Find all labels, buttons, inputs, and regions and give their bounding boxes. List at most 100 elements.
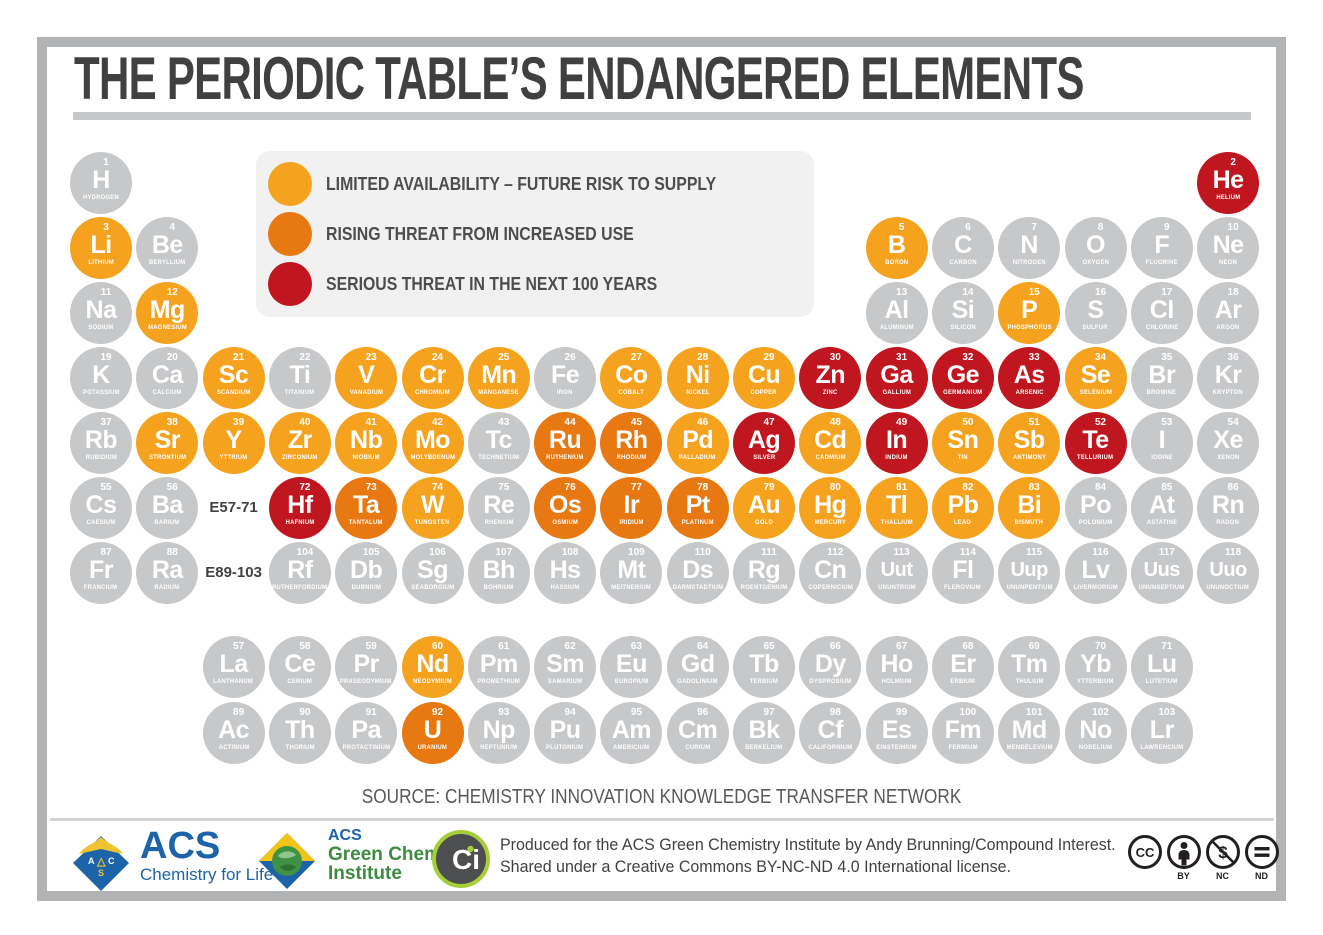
- element-No: 102 No NOBELIUM: [1064, 702, 1127, 764]
- element-number: 41: [365, 417, 377, 428]
- element-Fm: 100 Fm FERMIUM: [931, 702, 994, 764]
- element-Ni: 28 Ni NICKEL: [666, 347, 729, 409]
- element-number: 80: [829, 482, 841, 493]
- element-name: PRASEODYMIUM: [340, 678, 393, 685]
- element-name: SODIUM: [88, 324, 114, 331]
- element-symbol: Lr: [1149, 716, 1175, 744]
- element-number: 105: [362, 547, 380, 558]
- element-name: AMERICIUM: [613, 744, 650, 751]
- element-symbol: Pb: [947, 491, 979, 519]
- element-B: 5 B BORON: [865, 217, 928, 279]
- element-name: BISMUTH: [1014, 519, 1044, 526]
- element-symbol: Nb: [350, 426, 383, 454]
- element-symbol: Pd: [682, 426, 714, 454]
- element-Uut: 113 Uut UNUNTRIUM: [865, 542, 928, 604]
- element-number: 51: [1028, 417, 1040, 428]
- element-number: 7: [1031, 222, 1037, 233]
- element-symbol: Tb: [749, 650, 779, 678]
- element-number: 98: [829, 707, 841, 718]
- element-name: PROMETHIUM: [477, 678, 521, 685]
- element-name: COPPER: [750, 389, 778, 396]
- element-symbol: Rf: [287, 556, 313, 584]
- ci-text: Ci: [452, 844, 480, 875]
- element-number: 73: [365, 482, 377, 493]
- svg-text:C: C: [108, 856, 115, 866]
- element-Bh: 107 Bh BOHRIUM: [467, 542, 530, 604]
- element-number: 39: [233, 417, 245, 428]
- element-Ta: 73 Ta TANTALUM: [335, 477, 398, 539]
- element-number: 96: [697, 707, 709, 718]
- element-name: TITANIUM: [285, 389, 315, 396]
- footer: A △ C S ACS Chemistry for Life ACS Green…: [0, 826, 1323, 896]
- element-U: 92 U URANIUM: [401, 702, 464, 764]
- border-frame: [37, 37, 1286, 901]
- element-name: RHENIUM: [484, 519, 514, 526]
- element-name: GADOLINIUM: [677, 678, 718, 685]
- element-number: 87: [100, 547, 112, 558]
- element-name: HOLMIUM: [881, 678, 912, 685]
- element-name: CARBON: [949, 259, 977, 266]
- element-symbol: Sg: [417, 556, 448, 584]
- element-symbol: I: [1158, 426, 1166, 454]
- element-number: 48: [829, 417, 841, 428]
- element-Ti: 22 Ti TITANIUM: [268, 347, 331, 409]
- series-range-label-E57-71: E57-71: [209, 499, 258, 516]
- element-Rb: 37 Rb RUBIDIUM: [70, 412, 132, 474]
- element-name: GERMANIUM: [943, 389, 983, 396]
- element-number: 24: [431, 352, 444, 363]
- element-Rf: 104 Rf RUTHERFORDIUM: [268, 542, 331, 604]
- element-name: HAFNIUM: [285, 519, 315, 526]
- element-O: 8 O OXYGEN: [1064, 217, 1127, 279]
- credit-text: Produced for the ACS Green Chemistry Ins…: [500, 834, 1116, 878]
- element-number: 85: [1161, 482, 1173, 493]
- element-number: 59: [365, 641, 377, 652]
- element-name: ARGON: [1216, 324, 1240, 331]
- element-name: BERKELIUM: [745, 744, 783, 751]
- element-name: DYSPROSIUM: [809, 678, 852, 685]
- element-symbol: Ge: [946, 361, 980, 389]
- element-symbol: Hf: [287, 491, 313, 519]
- element-name: MANGANESE: [478, 389, 520, 396]
- element-H: 1 H HYDROGEN: [70, 152, 132, 214]
- cc-nc-badge: $ NC: [1204, 834, 1241, 881]
- element-symbol: Ce: [284, 650, 316, 678]
- element-name: LAWRENCIUM: [1140, 744, 1184, 751]
- element-symbol: Eu: [615, 650, 647, 678]
- element-number: 44: [564, 417, 576, 428]
- element-name: ANTIMONY: [1012, 454, 1046, 461]
- element-name: SILVER: [752, 454, 776, 461]
- element-Cr: 24 Cr CHROMIUM: [401, 347, 464, 409]
- svg-text:S: S: [98, 868, 104, 878]
- cc-nc-icon: $: [1205, 835, 1240, 869]
- element-symbol: Be: [151, 231, 183, 259]
- element-symbol: Cs: [85, 491, 117, 519]
- element-symbol: Y: [225, 426, 243, 454]
- element-name: ROENTGENIUM: [740, 584, 788, 591]
- element-name: TECHNETIUM: [478, 454, 520, 461]
- element-symbol: Es: [881, 716, 912, 744]
- element-symbol: Bi: [1017, 491, 1042, 519]
- element-name: FRANCIUM: [84, 584, 118, 591]
- element-Pu: 94 Pu PLUTONIUM: [534, 702, 597, 764]
- element-name: STRONTIUM: [148, 454, 186, 461]
- element-P: 15 P PHOSPHORUS: [998, 282, 1061, 344]
- element-number: 15: [1028, 287, 1040, 298]
- element-name: LEAD: [954, 519, 972, 526]
- element-Al: 13 Al ALUMINUM: [865, 282, 928, 344]
- element-W: 74 W TUNGSTEN: [401, 477, 464, 539]
- element-Es: 99 Es EINSTEINIUM: [865, 702, 928, 764]
- element-number: 22: [299, 352, 311, 363]
- element-number: 92: [431, 707, 444, 718]
- element-Te: 52 Te TELLURIUM: [1064, 412, 1127, 474]
- creative-commons-badges: CC BY $ NC: [1126, 834, 1280, 881]
- element-Co: 27 Co COBALT: [600, 347, 663, 409]
- element-number: 117: [1158, 547, 1175, 558]
- element-Ba: 56 Ba BARIUM: [136, 477, 199, 539]
- element-symbol: Mt: [617, 556, 646, 584]
- element-symbol: Ne: [1212, 231, 1244, 259]
- element-Ge: 32 Ge GERMANIUM: [931, 347, 994, 409]
- element-name: GOLD: [754, 519, 773, 526]
- element-symbol: Ti: [289, 361, 311, 389]
- element-Lv: 116 Lv LIVERMORIUM: [1064, 542, 1127, 604]
- cc-by-badge: BY: [1165, 834, 1202, 881]
